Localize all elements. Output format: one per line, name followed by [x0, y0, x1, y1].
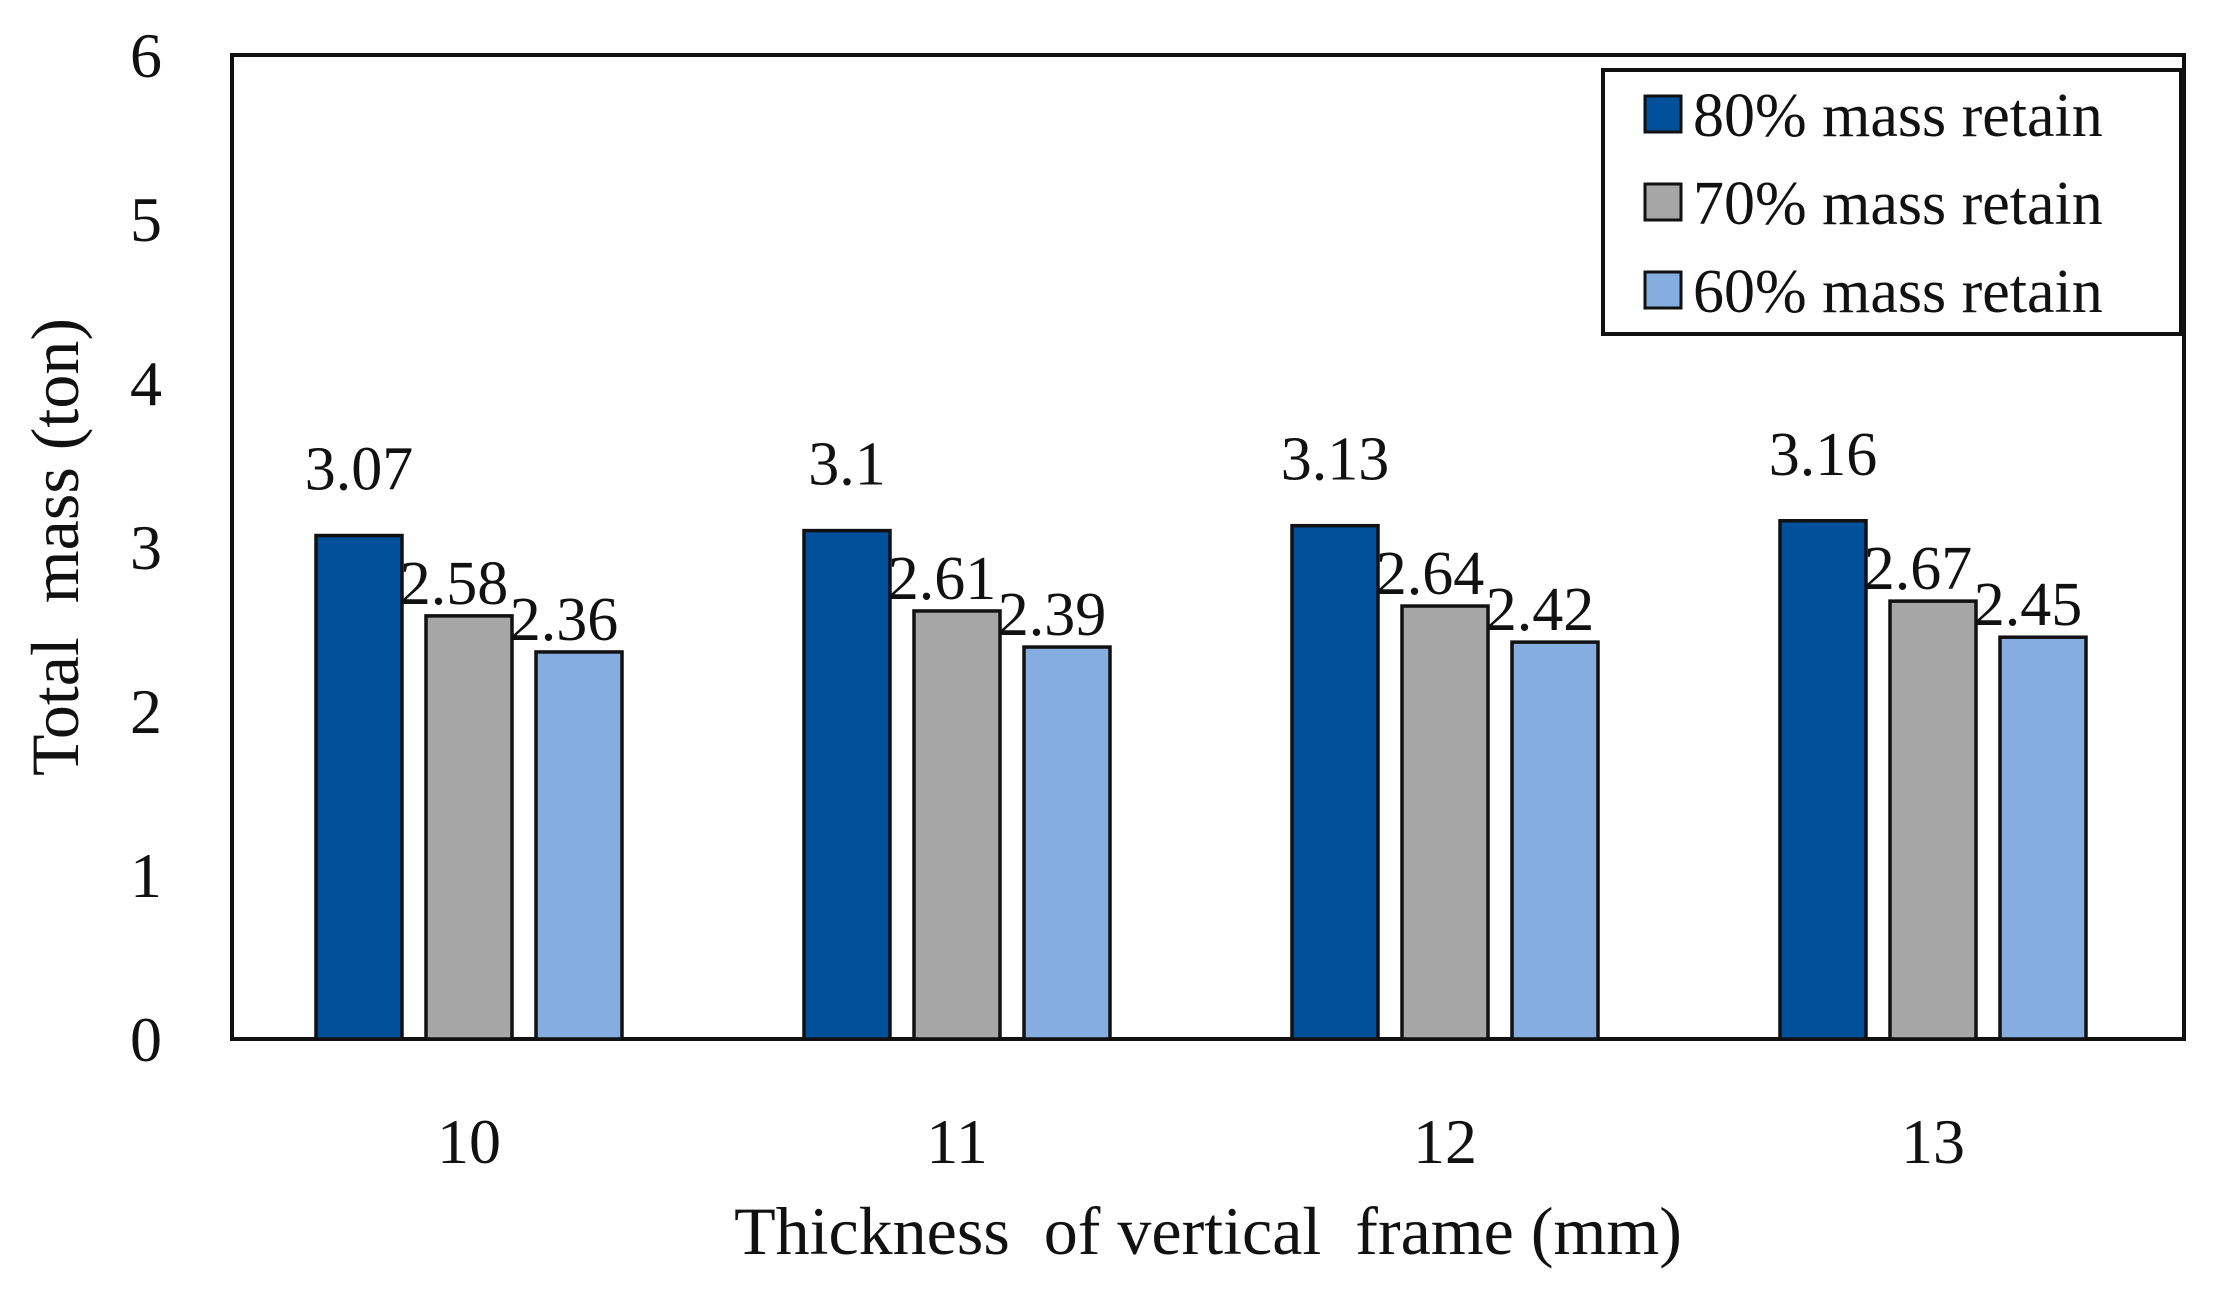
- bar-80-mass-retain-11: [802, 528, 892, 1041]
- x-tick-label: 13: [1901, 1106, 1965, 1177]
- y-tick-label: 5: [130, 184, 162, 255]
- y-tick-label: 1: [130, 840, 162, 911]
- bar-60-mass-retain-11: [1022, 645, 1112, 1041]
- legend: 80% mass retain 70% mass retain 60% mass r…: [1601, 68, 2183, 336]
- bar-70-mass-retain-11: [912, 609, 1002, 1041]
- bar-80-mass-retain-12: [1290, 523, 1380, 1041]
- legend-label: 80% mass retain: [1693, 82, 2103, 150]
- x-tick-label: 12: [1413, 1106, 1477, 1177]
- data-label: 2.67: [1864, 535, 1973, 603]
- data-label: 2.64: [1376, 540, 1485, 608]
- bar-series: [314, 519, 2088, 1041]
- data-label: 3.1: [808, 431, 886, 499]
- legend-swatch: [1643, 182, 1683, 222]
- y-tick-label: 2: [130, 676, 162, 747]
- legend-swatch: [1643, 270, 1683, 310]
- y-tick-label: 4: [130, 348, 162, 419]
- legend-box: [1601, 68, 2183, 336]
- bar-60-mass-retain-12: [1510, 640, 1600, 1041]
- data-label: 2.39: [998, 581, 1107, 649]
- y-axis-ticks: 0 1 2 3 4 5 6: [130, 20, 162, 1075]
- data-label: 3.16: [1769, 421, 1878, 489]
- legend-label: 60% mass retain: [1693, 258, 2103, 326]
- x-axis-ticks: 10 11 12 13: [437, 1106, 1965, 1177]
- y-tick-label: 6: [130, 20, 162, 91]
- x-tick-label: 11: [926, 1106, 988, 1177]
- data-label: 2.61: [888, 545, 997, 613]
- bar-70-mass-retain-10: [424, 614, 514, 1041]
- y-tick-label: 3: [130, 512, 162, 583]
- y-axis-title: Total mass (ton): [17, 318, 93, 776]
- legend-swatch: [1643, 94, 1683, 134]
- bar-80-mass-retain-13: [1778, 519, 1868, 1041]
- bar-60-mass-retain-10: [534, 650, 624, 1041]
- legend-label: 70% mass retain: [1693, 170, 2103, 238]
- data-label: 2.36: [510, 586, 619, 654]
- bar-70-mass-retain-13: [1888, 599, 1978, 1041]
- x-tick-label: 10: [437, 1106, 501, 1177]
- bar-60-mass-retain-13: [1998, 635, 2088, 1041]
- data-label: 2.58: [400, 550, 509, 618]
- data-label: 3.13: [1281, 426, 1390, 494]
- data-label: 3.07: [305, 436, 414, 504]
- x-axis-title: Thickness of vertical frame (mm): [734, 1193, 1682, 1269]
- data-label: 2.45: [1974, 571, 2083, 639]
- bar-80-mass-retain-10: [314, 533, 404, 1041]
- data-label: 2.42: [1486, 576, 1595, 644]
- y-tick-label: 0: [130, 1004, 162, 1075]
- bar-70-mass-retain-12: [1400, 604, 1490, 1041]
- data-labels: 3.07 2.582.36 3.12.612.39 3.13 2.642.42 3.16 2…: [305, 421, 2083, 654]
